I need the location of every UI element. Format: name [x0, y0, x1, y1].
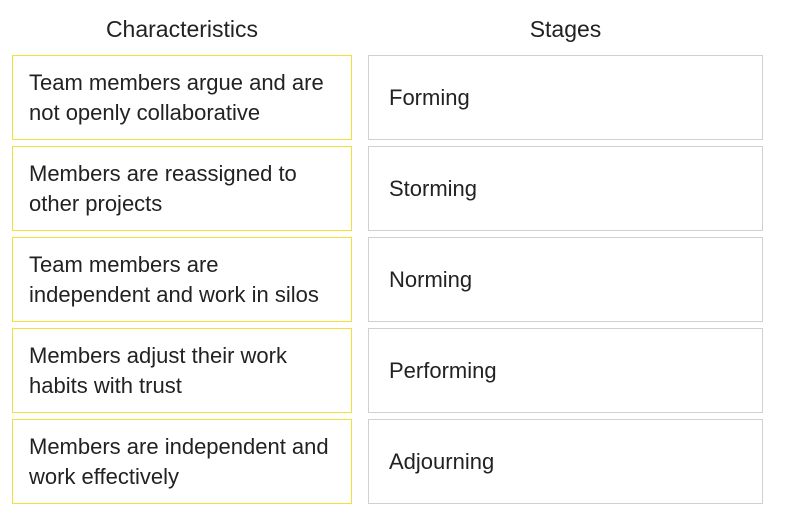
stage-item[interactable]: Storming — [368, 146, 763, 231]
stage-item[interactable]: Performing — [368, 328, 763, 413]
characteristic-item[interactable]: Team members argue and are not openly co… — [12, 55, 352, 140]
characteristic-item[interactable]: Members are independent and work effecti… — [12, 419, 352, 504]
stage-item[interactable]: Adjourning — [368, 419, 763, 504]
characteristics-header: Characteristics — [12, 10, 352, 55]
characteristic-item[interactable]: Team members are independent and work in… — [12, 237, 352, 322]
characteristic-item[interactable]: Members are reassigned to other projects — [12, 146, 352, 231]
stage-item[interactable]: Forming — [368, 55, 763, 140]
characteristic-item[interactable]: Members adjust their work habits with tr… — [12, 328, 352, 413]
stages-column: Stages Forming Storming Norming Performi… — [368, 10, 763, 510]
characteristics-column: Characteristics Team members argue and a… — [12, 10, 352, 510]
matching-grid: Characteristics Team members argue and a… — [0, 0, 791, 510]
stages-header: Stages — [368, 10, 763, 55]
stage-item[interactable]: Norming — [368, 237, 763, 322]
